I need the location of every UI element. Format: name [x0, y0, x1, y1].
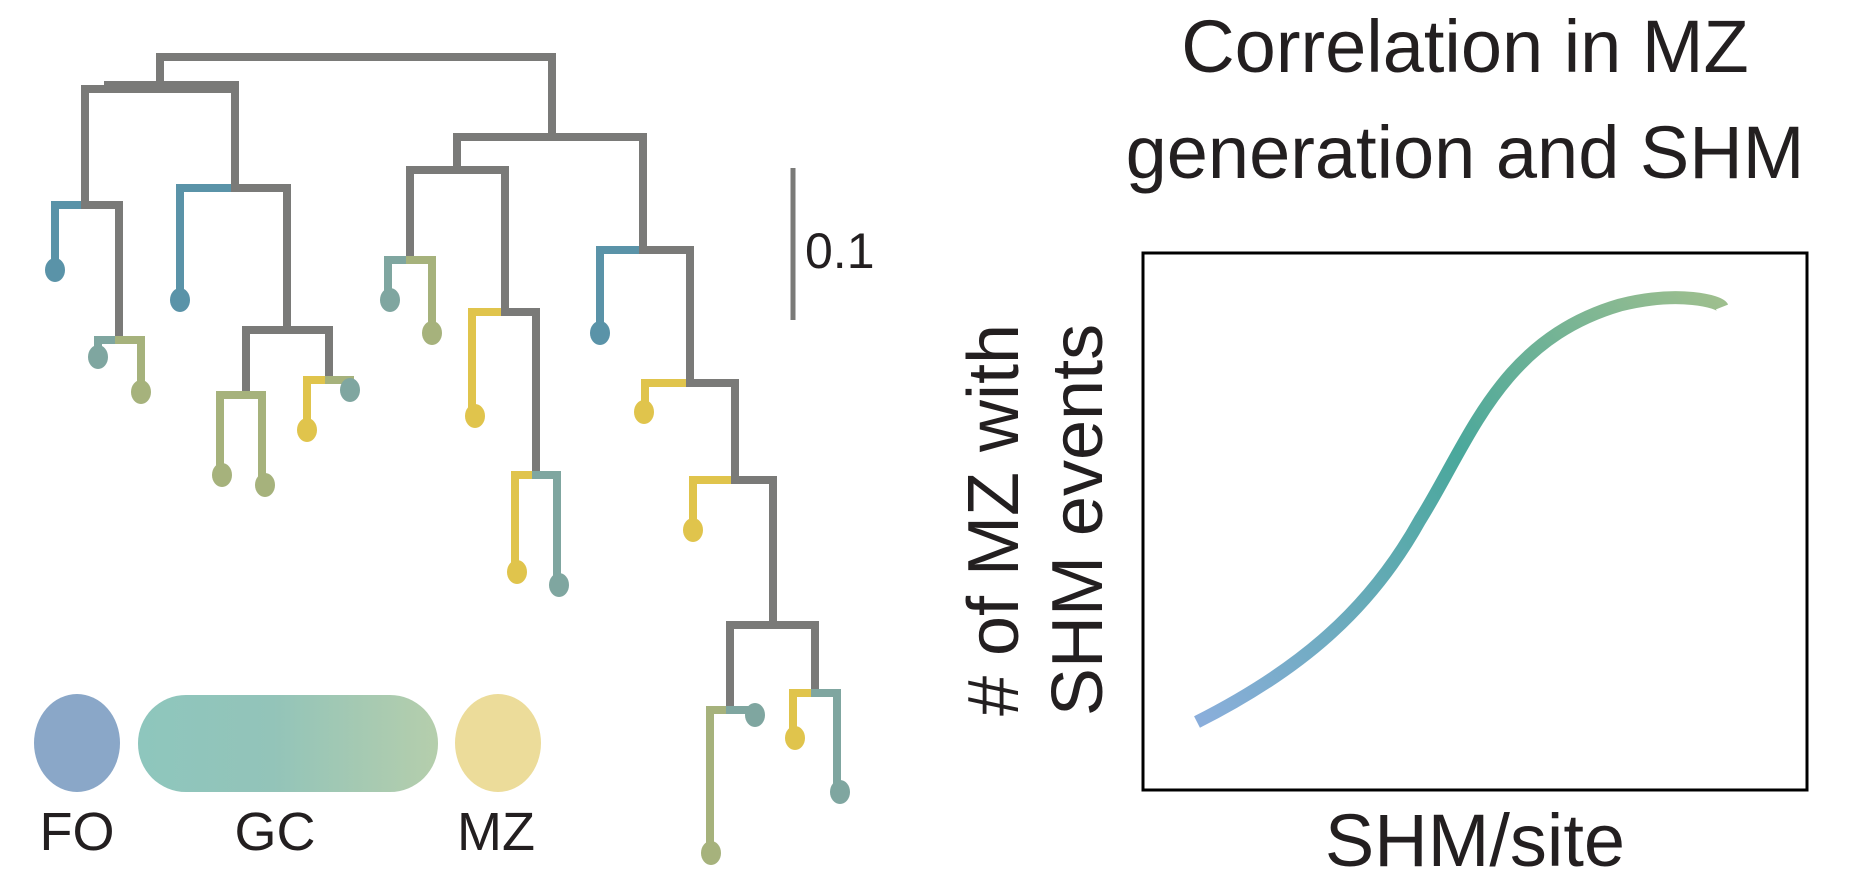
tree-leaf-node	[340, 378, 360, 402]
tree-leaf-node	[683, 518, 703, 542]
tree-leaf-node	[549, 573, 569, 597]
legend-gc-swatch	[138, 695, 438, 792]
chart-ylabel-line-1: # of MZ with	[954, 324, 1034, 716]
legend-fo-swatch	[34, 694, 120, 792]
tree-leaf-node	[745, 703, 765, 727]
tree-leaf-node	[45, 258, 65, 282]
tree-leaf-node	[507, 560, 527, 584]
tree-leaf-node	[785, 726, 805, 750]
tree-leaf-node	[634, 400, 654, 424]
chart-ylabel-line-2: SHM events	[1038, 324, 1118, 716]
legend-mz-label: MZ	[457, 802, 535, 862]
legend-fo-label: FO	[40, 802, 115, 862]
chart-frame	[1141, 251, 1809, 792]
tree-leaf-node	[422, 321, 442, 345]
sigmoid-curve	[1194, 291, 1729, 728]
tree-leaf-node	[830, 780, 850, 804]
legend-mz-swatch	[455, 694, 541, 792]
tree-leaf-node	[131, 380, 151, 404]
tree-leaf-node	[701, 841, 721, 865]
lineage-tree	[45, 53, 850, 865]
legend-gc-label: GC	[235, 802, 316, 862]
tree-leaf-node	[297, 418, 317, 442]
scale-bar-label: 0.1	[805, 223, 875, 279]
correlation-chart: Correlation in MZ generation and SHM # o…	[954, 5, 1809, 882]
tree-leaf-node	[590, 321, 610, 345]
tree-leaf-node	[170, 288, 190, 312]
tree-leaf-node	[88, 345, 108, 369]
tree-leaf-node	[255, 473, 275, 497]
tree-leaf-node	[465, 404, 485, 428]
tree-leaf-node	[212, 463, 232, 487]
chart-title-line-2: generation and SHM	[1126, 111, 1805, 194]
chart-xlabel: SHM/site	[1325, 799, 1625, 882]
tree-leaf-node	[380, 288, 400, 312]
chart-title-line-1: Correlation in MZ	[1181, 5, 1749, 88]
legend: FO GC MZ	[34, 694, 541, 862]
scale-bar: 0.1	[790, 168, 875, 320]
